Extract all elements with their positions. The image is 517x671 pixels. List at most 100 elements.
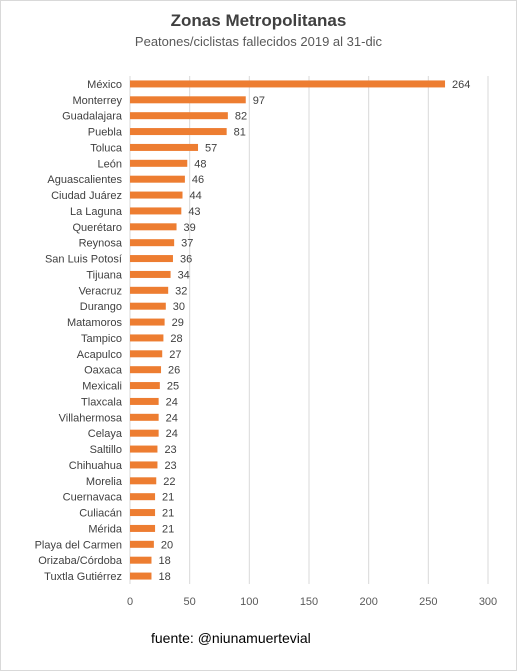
value-label: 26: [168, 365, 180, 377]
category-label: Reynosa: [79, 238, 123, 250]
value-label: 28: [170, 333, 182, 345]
value-label: 57: [205, 142, 217, 154]
value-label: 97: [253, 95, 265, 107]
bar: [130, 255, 173, 263]
category-label: Oaxaca: [84, 365, 123, 377]
category-label: Monterrey: [72, 95, 122, 107]
value-label: 24: [166, 412, 178, 424]
value-label: 24: [166, 396, 178, 408]
category-label: Cuernavaca: [63, 492, 123, 504]
value-label: 82: [235, 111, 247, 123]
value-label: 48: [194, 158, 206, 170]
category-label: Celaya: [88, 428, 123, 440]
category-label: Saltillo: [90, 444, 122, 456]
value-label: 32: [175, 285, 187, 297]
bar: [130, 318, 165, 326]
category-label: Tampico: [81, 333, 122, 345]
category-label: Villahermosa: [59, 412, 123, 424]
category-label: León: [98, 158, 122, 170]
value-label: 39: [184, 222, 196, 234]
bar: [130, 159, 188, 167]
bar: [130, 96, 246, 104]
category-label: Ciudad Juárez: [51, 190, 122, 202]
value-label: 18: [158, 555, 170, 567]
value-label: 24: [166, 428, 178, 440]
bar: [130, 556, 152, 564]
bar: [130, 143, 199, 151]
value-label: 81: [234, 127, 246, 139]
value-label: 43: [188, 206, 200, 218]
bar: [130, 477, 157, 485]
category-label: Aguascalientes: [47, 174, 122, 186]
bar: [130, 239, 175, 247]
bar: [130, 350, 163, 358]
category-label: San Luis Potosí: [45, 254, 122, 266]
chart-subtitle: Peatones/ciclistas fallecidos 2019 al 31…: [134, 34, 383, 49]
bar: [130, 334, 164, 342]
bar: [130, 207, 182, 215]
value-label: 18: [158, 571, 170, 583]
value-label: 21: [162, 508, 174, 520]
bar: [130, 397, 159, 405]
category-label: Tijuana: [86, 269, 123, 281]
x-tick-label: 200: [359, 596, 377, 608]
category-label: Puebla: [88, 127, 123, 139]
value-label: 44: [190, 190, 202, 202]
value-label: 36: [180, 254, 192, 266]
bar: [130, 461, 158, 469]
bar: [130, 128, 227, 136]
value-label: 21: [162, 523, 174, 535]
bar: [130, 493, 156, 501]
category-label: Chihuahua: [69, 460, 123, 472]
x-tick-label: 0: [127, 596, 133, 608]
category-label: Mexicali: [82, 381, 122, 393]
x-tick-label: 150: [300, 596, 318, 608]
category-label: Toluca: [90, 142, 123, 154]
category-label: Morelia: [86, 476, 123, 488]
x-tick-label: 250: [419, 596, 437, 608]
x-tick-label: 100: [240, 596, 258, 608]
bar: [130, 302, 166, 310]
category-label: Veracruz: [79, 285, 122, 297]
bar: [130, 112, 228, 120]
category-label: Acapulco: [77, 349, 122, 361]
bar: [130, 223, 177, 231]
category-label: Playa del Carmen: [35, 539, 122, 551]
value-label: 21: [162, 492, 174, 504]
category-label: Mérida: [88, 523, 123, 535]
category-label: Culiacán: [79, 508, 122, 520]
value-label: 264: [452, 79, 470, 91]
category-label: La Laguna: [70, 206, 123, 218]
value-label: 20: [161, 539, 173, 551]
value-label: 22: [163, 476, 175, 488]
bar: [130, 80, 446, 88]
bar: [130, 413, 159, 421]
bar: [130, 382, 160, 390]
bar: [130, 509, 156, 517]
value-label: 25: [167, 381, 179, 393]
source-credit: fuente: @niunamuertevial: [151, 630, 311, 646]
category-label: Durango: [80, 301, 122, 313]
value-label: 34: [178, 269, 190, 281]
chart-title: Zonas Metropolitanas: [170, 11, 347, 30]
x-tick-label: 300: [479, 596, 497, 608]
bar: [130, 366, 162, 374]
value-label: 23: [164, 444, 176, 456]
bar: [130, 429, 159, 437]
value-label: 23: [164, 460, 176, 472]
category-label: Tuxtla Gutiérrez: [44, 571, 122, 583]
value-label: 27: [169, 349, 181, 361]
bar: [130, 572, 152, 580]
bar: [130, 540, 154, 548]
bar: [130, 270, 171, 278]
category-label: Matamoros: [67, 317, 123, 329]
value-label: 37: [181, 238, 193, 250]
value-label: 30: [173, 301, 185, 313]
category-label: Orizaba/Córdoba: [38, 555, 123, 567]
value-label: 46: [192, 174, 204, 186]
bar: [130, 524, 156, 532]
x-tick-label: 50: [184, 596, 196, 608]
category-label: Tlaxcala: [81, 396, 123, 408]
